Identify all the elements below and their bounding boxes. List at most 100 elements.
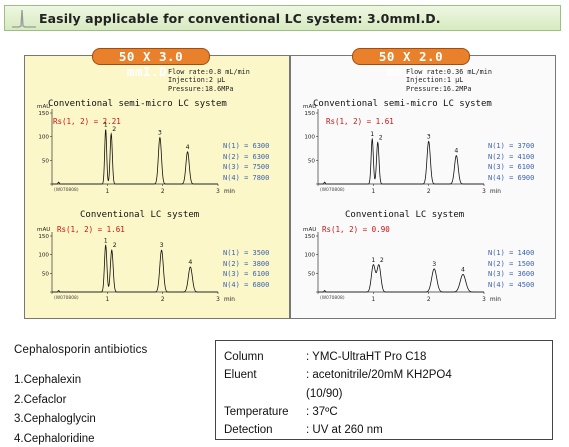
chart-3-resolution: Rs(1, 2) = 1.61: [326, 117, 394, 126]
y-axis-label: mAU: [303, 104, 316, 110]
compound-list: Cephalosporin antibiotics 1.Cephalexin 2…: [14, 344, 148, 447]
plate-count: N(2) = 6300: [223, 152, 270, 161]
condition-label: Column: [224, 351, 264, 363]
chart-4-plates: N(1) = 1400 N(2) = 1500 N(3) = 3600 N(4) = …: [488, 248, 534, 291]
plate-count: N(1) = 3700: [488, 142, 535, 150]
plate-count: N(4) = 4500: [488, 281, 535, 290]
peak-label: 3: [427, 133, 431, 140]
x-tick-label: 1: [105, 189, 109, 195]
peak-label: 4: [461, 266, 465, 273]
plate-count: N(3) = 7500: [223, 163, 270, 172]
x-tick-label: 3: [216, 297, 220, 303]
y-tick-label: 150: [38, 234, 49, 240]
compound-item: 1.Cephalexin: [14, 374, 82, 386]
chart-3-plates: N(1) = 3700 N(2) = 4100 N(3) = 6100 N(4) = …: [488, 141, 534, 184]
peak-label: 4: [186, 144, 190, 151]
panel-2mm-tab: 50 X 2.0 mmI.D.: [352, 48, 470, 79]
x-tick-label: 2: [161, 189, 165, 195]
panel-3mm-conditions: Flow rate:0.8 mL/min Injection:2 μL Pres…: [168, 68, 250, 93]
y-tick-label: 50: [42, 271, 50, 277]
y-axis-label: mAU: [303, 227, 316, 233]
condition-row: Column : YMC-UltraHT Pro C18: [224, 348, 552, 366]
plate-count: N(3) = 6100: [488, 163, 535, 172]
plate-count: N(2) = 3800: [223, 259, 270, 268]
flow-rate-3mm: Flow rate:0.8 mL/min: [168, 68, 250, 76]
y-tick-label: 150: [38, 111, 49, 117]
compound-item: 4.Cephaloridine: [14, 432, 95, 445]
plate-count: N(2) = 1500: [488, 259, 535, 268]
chromatogram-trace: [318, 137, 484, 185]
x-tick-label: 1: [371, 189, 375, 195]
chart-2-plates: N(1) = 3500 N(2) = 3800 N(3) = 6100 N(4) = …: [223, 248, 269, 291]
chart-4-title: Conventional LC system: [345, 210, 465, 220]
y-tick-label: 150: [304, 234, 315, 240]
y-tick-label: 100: [304, 135, 315, 141]
condition-label: Temperature: [224, 405, 289, 418]
y-tick-label: 150: [304, 111, 315, 117]
y-tick-label: 100: [38, 135, 49, 141]
plate-count: N(3) = 6100: [223, 270, 270, 279]
peak-label: 2: [380, 257, 384, 264]
peak-label: 1: [371, 257, 375, 264]
y-tick-label: 100: [304, 253, 315, 259]
pressure-3mm: Pressure:18.6MPa: [168, 84, 234, 93]
peak-label: 3: [160, 242, 164, 249]
x-tick-label: 2: [427, 297, 431, 303]
x-tick-label: 1: [105, 297, 109, 303]
x-tick-label: 3: [482, 189, 486, 195]
injection-3mm: Injection:2 μL: [168, 76, 226, 85]
flow-rate-2mm: Flow rate:0.36 mL/min: [406, 68, 492, 76]
x-axis-label: min: [490, 297, 501, 303]
chart-code-label: (W070808): [54, 295, 79, 301]
chromatogram-trace: [318, 264, 484, 293]
panel-2mm-conditions: Flow rate:0.36 mL/min Injection:1 μL Pre…: [406, 68, 492, 93]
chart-code-label: (W070808): [320, 187, 345, 193]
chart-2-title: Conventional LC system: [80, 210, 200, 220]
compound-item: 2.Cefaclor: [14, 393, 67, 406]
pressure-2mm: Pressure:16.2MPa: [406, 84, 472, 93]
compound-heading: Cephalosporin antibiotics: [14, 344, 148, 356]
panel-3mm-tab: 50 X 3.0 mmI.D.: [92, 48, 210, 79]
condition-row: Temperature : 37ºC: [224, 403, 552, 421]
condition-label: Eluent: [224, 369, 257, 382]
peak-label: 4: [454, 148, 458, 155]
condition-value: : acetonitrile/20mM KH2PO4 (10/90): [306, 369, 452, 400]
condition-label: Detection: [224, 424, 273, 437]
x-axis-label: min: [224, 297, 235, 303]
x-tick-label: 2: [427, 189, 431, 195]
chart-code-label: (W070808): [320, 295, 345, 301]
conditions-table: Column : YMC-UltraHT Pro C18 Eluent : ac…: [215, 340, 553, 440]
y-axis-label: mAU: [37, 104, 50, 110]
plate-count: N(4) = 6800: [223, 281, 270, 290]
plate-count: N(3) = 3600: [488, 270, 535, 279]
peak-label: 1: [370, 131, 374, 138]
chromatogram-trace: [52, 129, 218, 185]
y-tick-label: 50: [308, 271, 316, 277]
chart-code-label: (W070808): [54, 187, 79, 193]
peak-label: 2: [113, 242, 117, 249]
condition-row: Detection : UV at 260 nm: [224, 421, 552, 439]
condition-value: : UV at 260 nm: [306, 424, 383, 437]
header-bar: Easily applicable for conventional LC sy…: [4, 5, 561, 31]
plate-count: N(1) = 1400: [488, 249, 535, 257]
x-tick-label: 3: [482, 297, 486, 303]
condition-value: : 37ºC: [306, 405, 338, 418]
peak-label: 1: [104, 237, 108, 244]
peak-label: 3: [432, 261, 436, 268]
plate-count: N(2) = 4100: [488, 152, 535, 161]
x-tick-label: 3: [216, 189, 220, 195]
condition-value: : YMC-UltraHT Pro C18: [306, 351, 427, 363]
peak-label: 2: [112, 126, 116, 133]
peak-label: 4: [188, 259, 192, 266]
chart-1-plates: N(1) = 6300 N(2) = 6300 N(3) = 7500 N(4) = …: [223, 141, 269, 184]
chromatogram-logo-icon: [12, 9, 36, 28]
peak-label: 2: [379, 134, 383, 141]
x-tick-label: 2: [161, 297, 165, 303]
y-tick-label: 100: [38, 253, 49, 259]
peak-label: 1: [104, 122, 108, 129]
peak-label: 3: [158, 130, 162, 137]
plate-count: N(4) = 7800: [223, 174, 270, 183]
condition-row: Eluent : acetonitrile/20mM KH2PO4 (10/90…: [224, 366, 552, 403]
x-tick-label: 1: [371, 297, 375, 303]
